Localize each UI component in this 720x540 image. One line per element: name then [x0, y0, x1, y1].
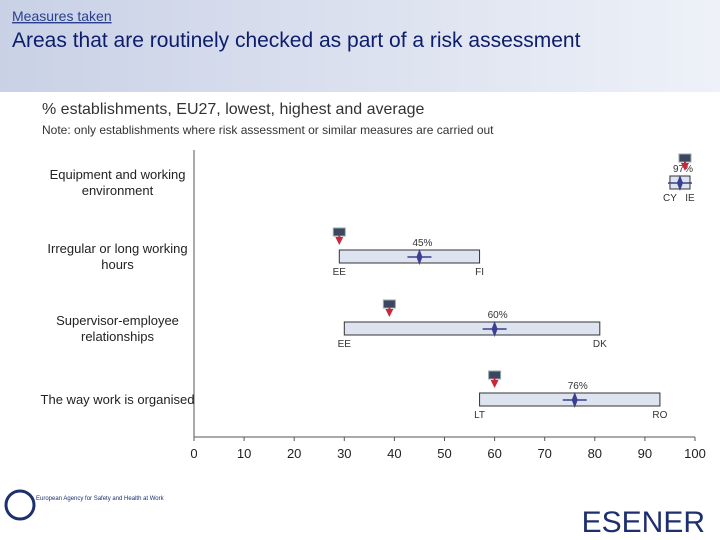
section-label: Measures taken: [12, 8, 112, 24]
max-label: DK: [593, 339, 607, 350]
brand-logo: ESENER: [582, 506, 705, 539]
value-label: 45%: [412, 238, 432, 249]
flag-arrow: [680, 161, 689, 171]
max-label: RO: [652, 410, 667, 421]
flag-arrow: [335, 235, 344, 245]
x-tick-label: 60: [487, 446, 501, 461]
flag: [332, 227, 346, 237]
x-tick-label: 50: [437, 446, 451, 461]
range-bar: [343, 321, 601, 336]
x-tick-label: 100: [684, 446, 706, 461]
max-label: IE: [685, 193, 695, 204]
agency-name: European Agency for Safety and Health at…: [36, 496, 165, 502]
x-tick-label: 70: [537, 446, 551, 461]
flag-arrow: [385, 307, 394, 317]
flag-arrow: [490, 378, 499, 388]
category-label: The way work is organised: [40, 392, 195, 407]
min-label: CY: [663, 193, 677, 204]
average-marker: [491, 321, 498, 337]
value-label: 76%: [568, 381, 588, 392]
page-title: Areas that are routinely checked as part…: [12, 29, 581, 52]
chart-note: Note: only establishments where risk ass…: [42, 123, 494, 137]
min-label: EE: [338, 339, 352, 350]
flag: [382, 299, 396, 309]
average-marker: [571, 392, 578, 408]
value-label: 60%: [488, 310, 508, 321]
category-label: Irregular or long working hours: [47, 241, 188, 272]
flag: [678, 153, 692, 163]
chart-subtitle: % establishments, EU27, lowest, highest …: [42, 101, 425, 118]
header-band: [0, 0, 720, 92]
average-marker: [676, 175, 683, 191]
category-label: Supervisor-employee relationships: [56, 313, 179, 344]
flag: [488, 370, 502, 380]
x-tick-label: 40: [387, 446, 401, 461]
average-marker: [416, 249, 423, 265]
x-tick-label: 90: [638, 446, 652, 461]
category-label: Equipment and working environment: [49, 167, 186, 198]
min-label: EE: [333, 267, 347, 278]
min-label: LT: [474, 410, 485, 421]
max-label: FI: [475, 267, 484, 278]
value-label: 97%: [673, 164, 693, 175]
x-tick-label: 80: [588, 446, 602, 461]
x-tick-label: 0: [190, 446, 197, 461]
agency-logo: [4, 489, 36, 521]
x-tick-label: 10: [237, 446, 251, 461]
x-tick-label: 20: [287, 446, 301, 461]
x-tick-label: 30: [337, 446, 351, 461]
